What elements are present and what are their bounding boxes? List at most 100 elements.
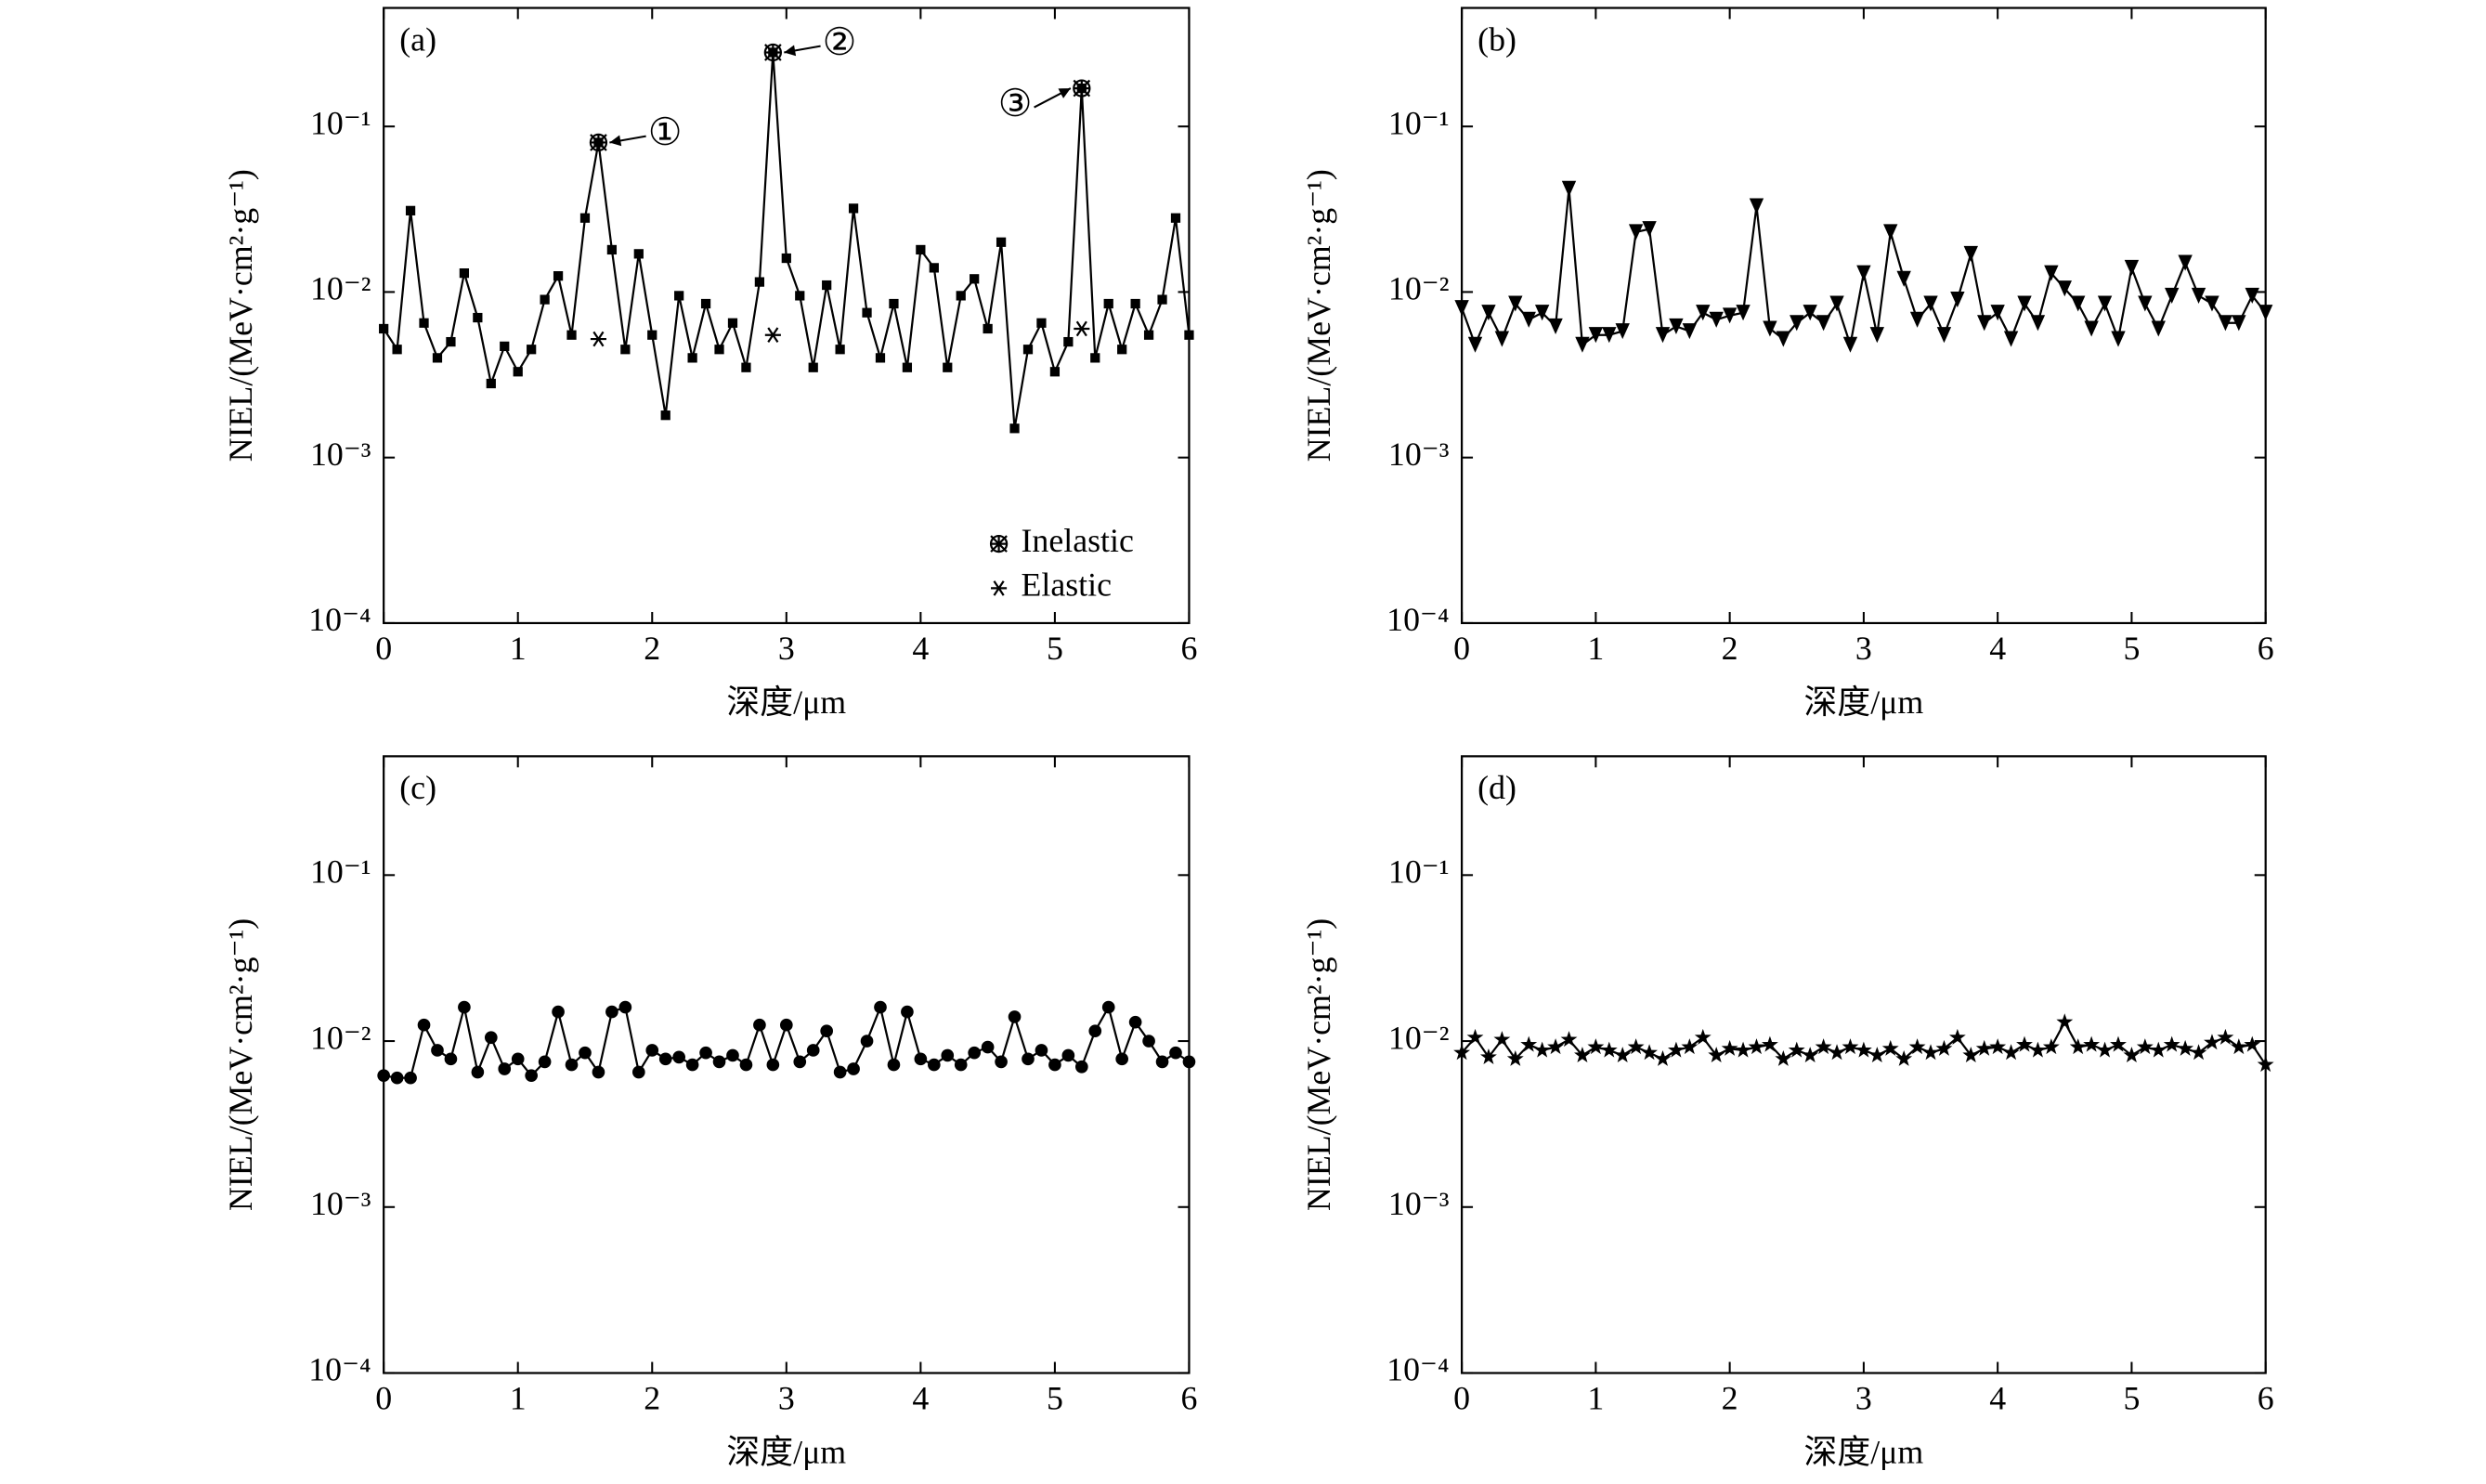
marker — [1534, 305, 1550, 321]
marker — [647, 330, 657, 340]
marker — [1170, 213, 1181, 223]
marker — [618, 1000, 632, 1014]
marker-square — [916, 244, 926, 255]
marker-star — [1533, 1041, 1551, 1058]
marker-circle — [645, 1044, 659, 1057]
marker-triangle — [1909, 311, 1925, 328]
marker — [1829, 295, 1844, 312]
marker — [1989, 1038, 2007, 1055]
marker — [645, 1044, 659, 1057]
marker-square — [513, 367, 523, 377]
x-tick-label: 0 — [375, 1379, 392, 1416]
marker-star — [1975, 1039, 1993, 1056]
marker-triangle — [1990, 305, 2005, 321]
marker — [929, 263, 939, 273]
marker — [1508, 295, 1523, 312]
marker-square — [943, 362, 953, 372]
marker-star — [1935, 1039, 1953, 1056]
x-axis-label: 深度/μm — [1804, 1434, 1924, 1471]
marker — [889, 298, 899, 309]
marker — [2096, 1041, 2114, 1058]
marker-square — [486, 378, 496, 389]
y-tick-label: 10⁻² — [1388, 270, 1450, 307]
marker — [808, 362, 818, 372]
marker — [793, 1055, 807, 1069]
marker-square — [835, 345, 845, 355]
marker — [1182, 1055, 1196, 1069]
marker-square — [1117, 345, 1127, 355]
marker-triangle — [2044, 265, 2059, 281]
marker — [2016, 1035, 2033, 1052]
marker — [1950, 292, 1965, 308]
marker-circle — [766, 1058, 780, 1072]
marker-triangle — [2191, 287, 2206, 304]
marker-circle — [1101, 1000, 1115, 1014]
marker — [2177, 1039, 2194, 1056]
marker — [779, 1018, 793, 1032]
marker — [525, 1069, 538, 1082]
marker-triangle — [1669, 318, 1684, 334]
marker — [739, 1058, 753, 1072]
marker — [2163, 1035, 2180, 1052]
marker-square — [956, 291, 966, 301]
marker — [1869, 327, 1885, 344]
marker — [699, 1046, 712, 1060]
marker-square — [432, 353, 443, 363]
marker-star — [2177, 1039, 2194, 1056]
marker-star — [1574, 1047, 1591, 1063]
marker-triangle — [1561, 180, 1577, 197]
marker-circle — [431, 1044, 444, 1057]
marker — [1694, 1028, 1712, 1045]
marker-circle — [565, 1058, 579, 1072]
marker-circle — [753, 1018, 766, 1032]
marker — [1481, 305, 1496, 321]
marker — [1574, 1047, 1591, 1063]
marker-square — [405, 205, 416, 215]
marker-circle — [1155, 1055, 1169, 1069]
marker — [444, 1052, 458, 1066]
marker-triangle — [1534, 305, 1550, 321]
marker-star — [1922, 1044, 1939, 1061]
marker-circle — [658, 1052, 672, 1066]
marker — [1073, 79, 1091, 98]
x-tick-label: 2 — [1722, 1379, 1738, 1416]
marker-square — [419, 318, 429, 328]
marker — [991, 580, 1008, 596]
marker — [2245, 287, 2259, 304]
marker — [1074, 1060, 1088, 1074]
marker-star — [2110, 1035, 2127, 1052]
marker — [513, 367, 523, 377]
marker — [983, 323, 993, 334]
marker-star — [1480, 1048, 1497, 1064]
marker-star — [1560, 1031, 1578, 1048]
marker-circle — [458, 1000, 471, 1014]
marker-star — [2257, 1056, 2274, 1073]
annotation: ② — [823, 20, 857, 63]
marker — [848, 203, 859, 214]
marker — [1022, 1052, 1035, 1066]
marker — [565, 1058, 579, 1072]
marker — [847, 1062, 860, 1075]
marker-circle — [498, 1062, 512, 1075]
marker-triangle — [1602, 327, 1617, 344]
marker-star — [1708, 1047, 1725, 1063]
marker — [2069, 1038, 2087, 1055]
marker-square — [822, 280, 832, 291]
x-axis-label: 深度/μm — [726, 683, 846, 721]
marker-circle — [1022, 1052, 1035, 1066]
marker — [1963, 245, 1978, 262]
marker-circle — [404, 1071, 417, 1085]
marker — [1667, 1041, 1685, 1058]
marker-circle — [377, 1069, 390, 1082]
marker — [2230, 1038, 2247, 1055]
marker — [2030, 315, 2046, 332]
marker — [754, 277, 765, 287]
panel-label: (c) — [399, 769, 436, 806]
marker — [458, 1000, 471, 1014]
marker — [432, 353, 443, 363]
marker — [1977, 315, 1992, 332]
marker-circle — [968, 1046, 982, 1060]
marker-star — [1802, 1047, 1819, 1063]
marker-triangle — [2205, 295, 2219, 312]
marker — [981, 1040, 995, 1054]
